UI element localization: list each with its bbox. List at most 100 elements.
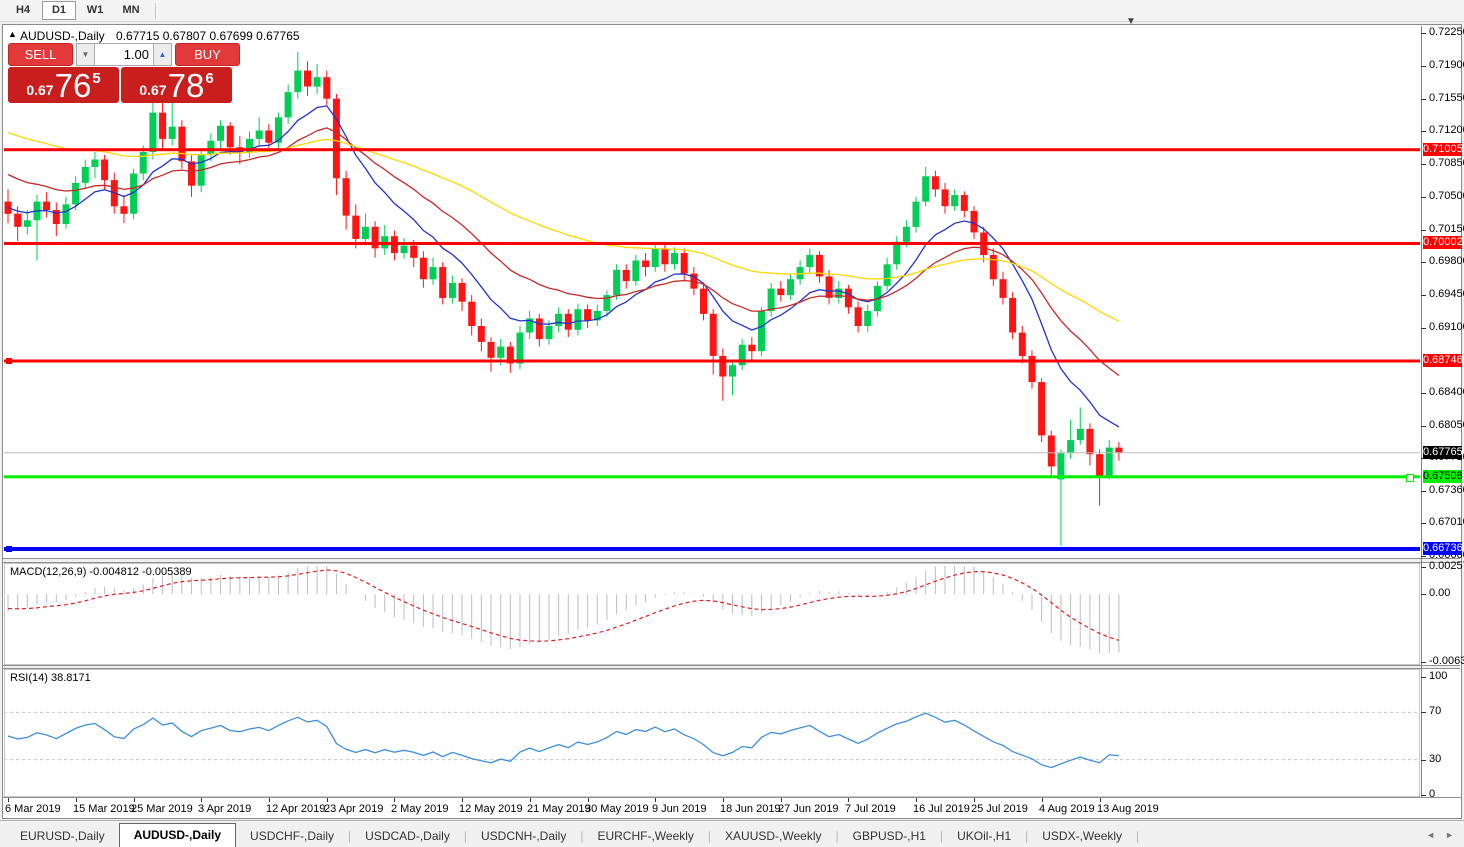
macd-pane[interactable] [4, 563, 1420, 665]
sell-button[interactable]: SELL [8, 43, 73, 66]
horizontal-line-0.67508[interactable] [4, 475, 1420, 479]
price-axis-line [1421, 26, 1422, 797]
date-tick-label: 3 Apr 2019 [198, 803, 252, 815]
ma-slow-yellow [7, 131, 1120, 322]
buy-button[interactable]: BUY [175, 43, 240, 66]
tab-divider: | [348, 829, 352, 843]
price-tick [1421, 328, 1426, 329]
timeframe-toolbar: H4 D1 W1 MN [0, 0, 1464, 22]
chart-tab-audusd[interactable]: AUDUSD-,Daily [118, 823, 237, 847]
tab-scroll-left-icon[interactable]: ◄ [1426, 829, 1436, 840]
date-tick-label: 6 Mar 2019 [5, 803, 61, 815]
horizontal-line-0.70002[interactable] [4, 242, 1420, 245]
line-handle[interactable] [1406, 474, 1414, 482]
tab-divider: | [707, 829, 712, 843]
volume-input[interactable] [95, 43, 154, 66]
chart-tab-xauusd[interactable]: XAUUSD-,Weekly [725, 829, 822, 843]
date-tick-label: 7 Jul 2019 [845, 803, 896, 815]
buy-price-pip: 6 [205, 70, 214, 87]
chart-symbol-label: AUDUSD-,Daily [20, 29, 105, 43]
candles-layer [4, 51, 1123, 546]
rsi-label: RSI(14) 38.8171 [10, 672, 91, 684]
chart-tab-gbpusd[interactable]: GBPUSD-,H1 [852, 829, 926, 843]
date-tick-label: 15 Mar 2019 [73, 803, 135, 815]
date-tick-label: 18 Jun 2019 [720, 803, 781, 815]
rsi-tick [1421, 760, 1426, 761]
timeframe-button-h4[interactable]: H4 [15, 4, 31, 16]
date-tick [655, 798, 656, 802]
tab-scroll-right-icon[interactable]: ► [1445, 829, 1454, 840]
rsi-tick-label: 0 [1429, 788, 1436, 800]
rsi-tick-label: 30 [1429, 753, 1442, 765]
rsi-tick [1421, 712, 1426, 713]
macd-tick-label: 0.002574 [1429, 560, 1464, 572]
tab-divider: | [1136, 829, 1140, 843]
tab-divider: | [835, 829, 839, 843]
rsi-tick-label: 100 [1429, 670, 1448, 682]
one-click-collapse-icon[interactable]: ▲ [8, 29, 17, 39]
date-tick [781, 798, 782, 802]
chart-ohlc-values: 0.67715 0.67807 0.67699 0.67765 [116, 29, 300, 43]
price-tick [1421, 131, 1426, 132]
timeframe-button-mn[interactable]: MN [122, 4, 140, 16]
timeframe-button-w1[interactable]: W1 [86, 4, 104, 16]
line-handle[interactable] [6, 546, 12, 552]
date-tick [848, 798, 849, 802]
price-tick [1421, 426, 1426, 427]
date-tick-label: 12 Apr 2019 [266, 803, 326, 815]
rsi-tick-label: 70 [1429, 705, 1442, 717]
rsi-tick [1421, 795, 1426, 796]
price-level-flag: 0.71005 [1423, 143, 1463, 156]
macd-tick [1421, 567, 1426, 568]
volume-increase-icon[interactable]: ▲ [154, 43, 172, 66]
tab-divider: | [1025, 829, 1029, 843]
sell-price-display[interactable]: 0.67 76 5 [8, 67, 119, 103]
ma-fast-blue [7, 105, 1120, 428]
date-tick-label: 9 Jun 2019 [652, 803, 707, 815]
horizontal-line-0.71005[interactable] [4, 148, 1420, 152]
date-tick-label: 21 May 2019 [527, 803, 591, 815]
chart-tab-ukoil[interactable]: UKOil-,H1 [957, 829, 1012, 843]
price-chart-pane[interactable] [4, 26, 1420, 558]
ma-mid-red [7, 127, 1120, 377]
date-tick-label: 25 Jul 2019 [971, 803, 1028, 815]
chart-tab-usdx[interactable]: USDX-,Weekly [1042, 829, 1123, 843]
price-tick [1421, 33, 1426, 34]
chart-header: AUDUSD-,Daily 0.67715 0.67807 0.67699 0.… [20, 29, 300, 43]
horizontal-line-0.66736[interactable] [4, 547, 1420, 551]
date-tick-label: 12 May 2019 [459, 803, 523, 815]
chart-tab-usdchf[interactable]: USDCHF-,Daily [250, 829, 335, 843]
macd-tick [1421, 662, 1426, 663]
volume-decrease-icon[interactable]: ▼ [76, 43, 95, 66]
date-tick [269, 798, 270, 802]
buy-price-prefix: 0.67 [139, 82, 167, 98]
chart-tab-usdcad[interactable]: USDCAD-,Daily [365, 829, 450, 843]
date-tick [327, 798, 328, 802]
chart-tab-usdcnh[interactable]: USDCNH-,Daily [480, 829, 567, 843]
rsi-pane[interactable] [4, 669, 1420, 797]
sell-price-prefix: 0.67 [26, 82, 54, 98]
chart-tab-eurchf[interactable]: EURCHF-,Weekly [597, 829, 694, 843]
macd-tick [1421, 594, 1426, 595]
macd-tick-label: 0.00 [1429, 587, 1451, 599]
timeframe-button-d1[interactable]: D1 [42, 1, 76, 20]
buy-price-display[interactable]: 0.67 78 6 [121, 67, 232, 103]
date-tick [1042, 798, 1043, 802]
line-handle[interactable] [6, 358, 12, 364]
horizontal-line-0.68746[interactable] [4, 359, 1420, 363]
date-tick [723, 798, 724, 802]
chart-shift-icon[interactable]: ▼ [1126, 16, 1136, 27]
date-tick [76, 798, 77, 802]
chart-tab-eurusd[interactable]: EURUSD-,Daily [20, 829, 105, 843]
macd-histogram [7, 566, 1120, 654]
price-level-flag: 0.70002 [1423, 236, 1463, 249]
